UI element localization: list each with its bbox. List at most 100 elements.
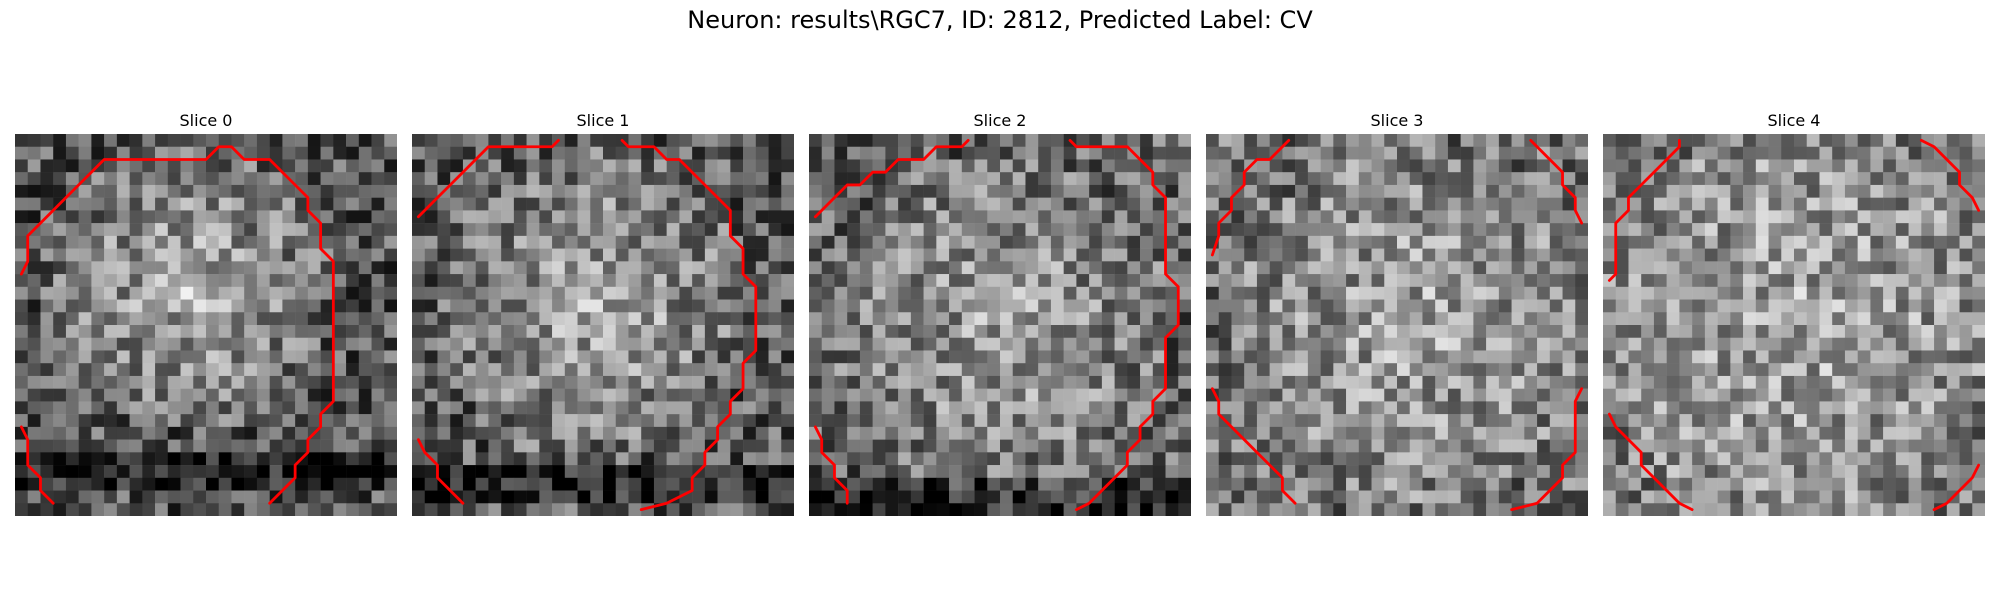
pixel: [269, 274, 283, 288]
pixel: [1269, 286, 1283, 300]
pixel: [1908, 261, 1922, 275]
pixel: [193, 363, 207, 377]
pixel: [1371, 299, 1385, 313]
pixel: [1615, 325, 1629, 338]
pixel: [1127, 350, 1141, 364]
pixel: [552, 197, 566, 211]
pixel: [231, 172, 245, 186]
pixel: [1089, 159, 1103, 173]
pixel: [1152, 235, 1166, 249]
pixel: [1447, 134, 1461, 147]
pixel: [1972, 299, 1985, 313]
pixel: [1025, 197, 1039, 211]
pixel: [1152, 439, 1166, 453]
pixel: [949, 146, 963, 160]
pixel: [1615, 274, 1629, 288]
pixel: [1934, 286, 1948, 300]
pixel: [231, 388, 245, 402]
pixel: [949, 490, 963, 504]
pixel: [1447, 465, 1461, 479]
pixel: [295, 274, 309, 288]
pixel: [1384, 388, 1398, 402]
pixel: [679, 503, 693, 516]
pixel: [333, 159, 347, 173]
pixel: [781, 286, 794, 300]
pixel: [961, 426, 975, 440]
pixel: [53, 452, 67, 466]
pixel: [552, 375, 566, 389]
pixel: [206, 159, 219, 173]
pixel: [1524, 261, 1538, 275]
pixel: [1409, 337, 1423, 351]
pixel: [104, 299, 118, 313]
pixel: [1717, 210, 1731, 224]
pixel: [1397, 477, 1410, 491]
pixel: [1934, 477, 1948, 491]
pixel: [1165, 172, 1179, 186]
pixel: [1562, 286, 1576, 300]
pixel: [1127, 184, 1141, 198]
pixel: [1511, 184, 1525, 198]
pixel: [1384, 350, 1398, 364]
pixel: [1921, 312, 1935, 326]
pixel: [603, 426, 616, 440]
pixel: [104, 350, 118, 364]
pixel: [526, 439, 540, 453]
pixel: [1256, 146, 1270, 160]
pixel: [65, 363, 79, 377]
pixel: [1794, 299, 1807, 313]
pixel: [1256, 197, 1270, 211]
pixel: [1653, 134, 1667, 147]
pixel: [346, 172, 360, 186]
pixel: [1895, 363, 1909, 377]
pixel: [501, 439, 515, 453]
pixel: [1921, 503, 1935, 516]
pixel: [129, 210, 143, 224]
pixel: [1371, 146, 1385, 160]
pixel: [1615, 465, 1629, 479]
pixel: [462, 401, 476, 415]
pixel: [641, 261, 655, 275]
pixel: [193, 235, 207, 249]
pixel: [65, 210, 79, 224]
pixel: [269, 401, 283, 415]
pixel: [936, 465, 950, 479]
pixel: [1114, 350, 1128, 364]
pixel: [1038, 503, 1052, 516]
pixel: [1012, 248, 1026, 262]
pixel: [1282, 184, 1296, 198]
pixel: [615, 286, 629, 300]
pixel: [129, 172, 143, 186]
pixel: [193, 197, 207, 211]
pixel: [1603, 248, 1616, 262]
pixel: [847, 414, 861, 428]
pixel: [755, 363, 769, 377]
pixel: [206, 274, 219, 288]
pixel: [269, 388, 283, 402]
pixel: [371, 312, 385, 326]
pixel: [1114, 477, 1128, 491]
pixel: [1628, 414, 1642, 428]
pixel: [91, 248, 105, 262]
pixel: [1050, 261, 1064, 275]
pixel: [1320, 363, 1334, 377]
pixel: [1549, 465, 1563, 479]
pixel: [755, 299, 769, 313]
pixel: [1692, 325, 1706, 338]
pixel: [628, 172, 642, 186]
pixel: [1165, 197, 1179, 211]
pixel: [781, 159, 794, 173]
pixel: [15, 235, 28, 249]
pixel: [1358, 426, 1372, 440]
pixel: [218, 325, 232, 338]
pixel: [1063, 490, 1077, 504]
pixel: [1282, 223, 1296, 237]
pixel: [1422, 248, 1436, 262]
pixel: [193, 210, 207, 224]
pixel: [1127, 312, 1141, 326]
pixel: [526, 210, 540, 224]
pixel: [1781, 388, 1795, 402]
pixel: [1384, 159, 1398, 173]
pixel: [755, 146, 769, 160]
pixel: [1447, 299, 1461, 313]
